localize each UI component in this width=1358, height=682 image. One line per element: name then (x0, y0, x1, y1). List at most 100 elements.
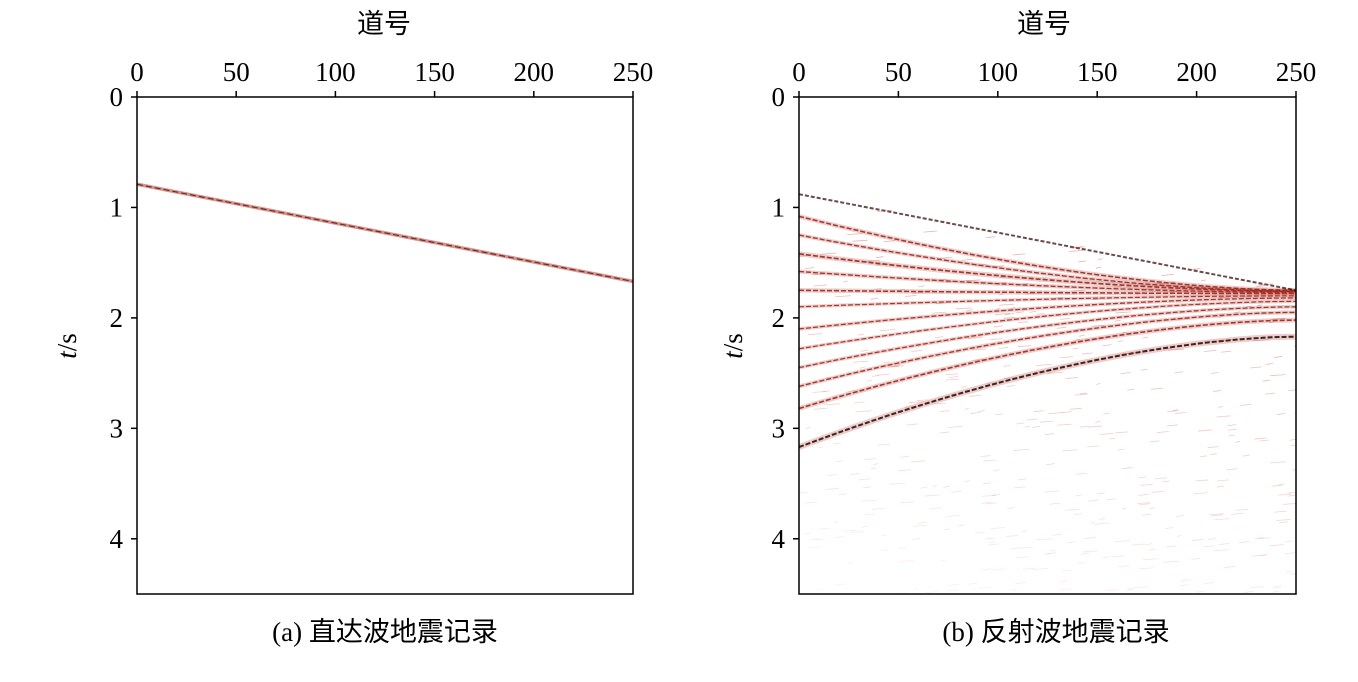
noise-streak (873, 463, 879, 465)
noise-streak (850, 531, 865, 533)
x-tick-label: 50 (223, 57, 250, 87)
noise-streak (818, 446, 823, 449)
noise-streak (877, 209, 893, 212)
noise-streak (1036, 538, 1053, 541)
noise-streak (981, 568, 992, 571)
noise-streak (1136, 292, 1143, 295)
noise-streak (1174, 411, 1187, 414)
noise-streak (883, 361, 891, 364)
noise-streak (853, 401, 865, 404)
noise-streak (1178, 295, 1183, 298)
noise-streak (799, 254, 808, 257)
noise-streak (1161, 274, 1174, 276)
noise-streak (983, 459, 997, 462)
panel-b: 道号 0 50 100 150 200 250 0 1 2 3 4 t/s (b) 反射波地震记录 (718, 9, 1316, 647)
noise-streak (1114, 319, 1121, 322)
noise-streak (967, 337, 983, 339)
noise-streak (836, 460, 843, 463)
noise-streak (1138, 476, 1146, 479)
noise-streak (913, 524, 928, 527)
reflection-event (799, 300, 1296, 350)
noise-streak (1015, 556, 1029, 559)
noise-streak (920, 486, 928, 489)
noise-streak (883, 240, 895, 243)
noise-streak (1047, 371, 1063, 374)
noise-streak (1287, 389, 1296, 392)
noise-streak (889, 482, 906, 485)
noise-streak (1095, 337, 1106, 340)
noise-streak (1049, 549, 1056, 552)
reflection-event (799, 252, 1296, 293)
noise-streak (1272, 590, 1280, 593)
noise-streak (1107, 589, 1118, 592)
y-tick-label: 3 (110, 413, 124, 443)
noise-streak (1009, 588, 1017, 591)
noise-streak (1142, 336, 1149, 339)
noise-streak (1056, 326, 1067, 329)
noise-streak (1043, 553, 1051, 556)
noise-streak (1240, 403, 1252, 406)
noise-streak (1203, 349, 1217, 352)
noise-streak (1121, 467, 1133, 470)
noise-streak (1160, 282, 1176, 284)
noise-streak (1052, 533, 1062, 536)
noise-streak (1211, 371, 1219, 374)
noise-streak (1033, 568, 1049, 570)
noise-streak (1142, 513, 1152, 516)
noise-streak (1276, 519, 1291, 521)
noise-streak (1061, 411, 1072, 414)
noise-streak (945, 373, 959, 376)
noise-streak (847, 390, 856, 392)
caption: (a) 直达波地震记录 (272, 617, 498, 647)
noise-streak (835, 295, 852, 298)
y-tick-label: 2 (772, 303, 786, 333)
noise-streak (855, 410, 872, 413)
y-tick-labels: 0 1 2 3 4 (772, 82, 799, 554)
y-axis-title-var: t (718, 350, 748, 359)
noise-streak (847, 561, 854, 564)
noise-streak (1026, 418, 1038, 421)
noise-streak (1254, 537, 1271, 540)
noise-streak (1238, 541, 1250, 544)
noise-streak (1235, 508, 1249, 511)
noise-streak (1251, 586, 1265, 589)
noise-streak (804, 501, 818, 504)
y-tick-labels: 0 1 2 3 4 (110, 82, 137, 554)
noise-streak (906, 423, 919, 426)
noise-streak (1140, 483, 1153, 486)
noise-streak (1153, 282, 1162, 285)
noise-streak (1226, 468, 1238, 471)
reflection-event (799, 311, 1296, 388)
noise-streak (923, 230, 937, 233)
noise-streak (981, 501, 991, 504)
noise-streak (933, 402, 947, 405)
plot-frame (798, 96, 1297, 595)
noise-streak (939, 431, 950, 434)
noise-streak (913, 587, 919, 590)
noise-streak (1162, 560, 1179, 563)
noise-streak (1114, 540, 1130, 543)
noise-streak (1114, 285, 1122, 288)
noise-streak (812, 391, 826, 393)
noise-streak (929, 507, 941, 510)
noise-streak (964, 408, 969, 410)
noise-streak (1243, 295, 1252, 298)
noise-streak (951, 490, 962, 493)
noise-streak (1031, 425, 1041, 428)
noise-streak (1075, 328, 1082, 331)
noise-streak (1004, 313, 1015, 316)
noise-streak (861, 499, 877, 502)
x-tick-label: 250 (1276, 57, 1317, 87)
noise-streak (972, 348, 987, 351)
noise-streak (1029, 310, 1037, 313)
noise-streak (858, 478, 871, 481)
noise-streak (904, 295, 917, 297)
noise-streak (1138, 567, 1154, 570)
noise-streak (1117, 448, 1125, 451)
noise-streak (827, 474, 837, 476)
noise-streak (981, 494, 996, 497)
noise-streak (948, 425, 963, 428)
noise-streak (946, 280, 958, 283)
noise-streak (847, 233, 862, 236)
